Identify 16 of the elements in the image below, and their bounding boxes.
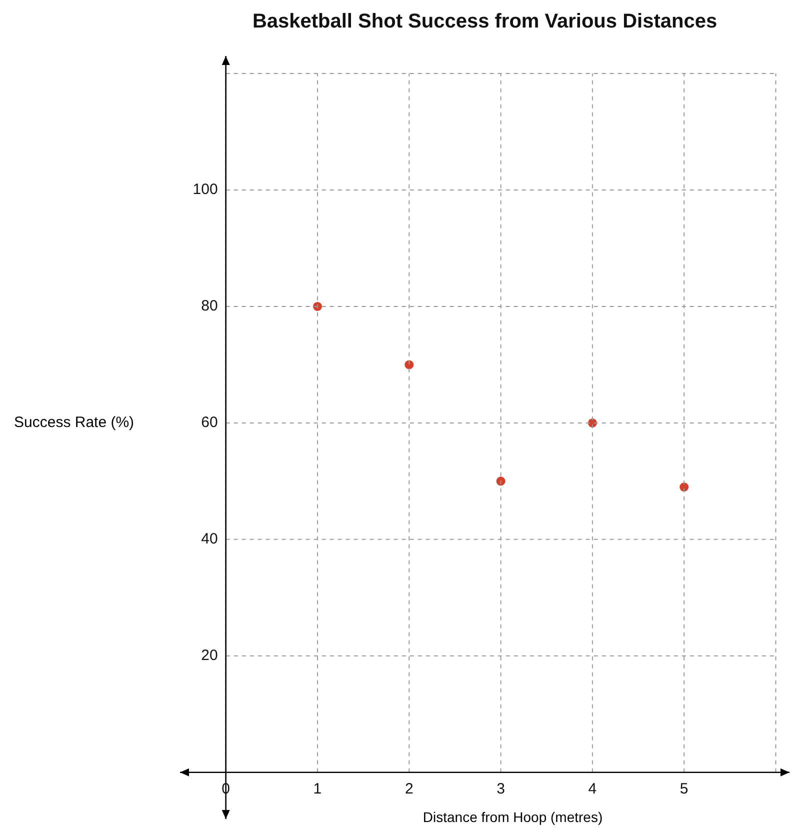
point [496,476,506,486]
point [680,482,689,492]
y-tick-label: 60 [201,414,218,432]
x-tick-label: 4 [588,780,597,798]
y-axis-title: Success Rate (%) [14,414,134,432]
x-tick-label: 3 [496,780,505,798]
x-tick-label: 2 [404,780,414,798]
y-tick-label: 100 [192,181,218,198]
y-tick-label: 80 [201,298,218,315]
x-tick-label: 5 [680,780,688,798]
y-tick-label: 40 [201,530,218,548]
y-tick-label: 20 [201,647,218,664]
point [404,360,414,370]
x-tick-label: 1 [313,780,322,798]
chart-title: Basketball Shot Success from Various Distances [252,10,718,33]
x-axis-title: Distance from Hoop (metres) [422,808,603,825]
